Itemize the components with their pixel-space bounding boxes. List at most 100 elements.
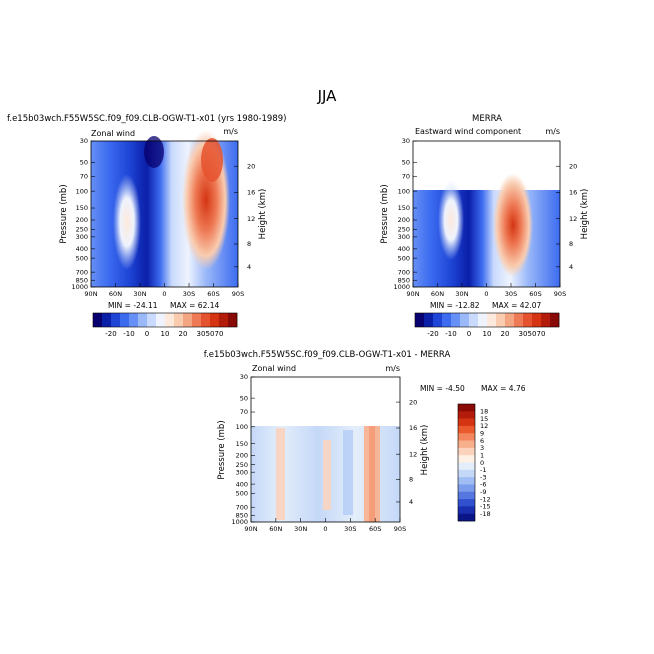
colorbar-swatch bbox=[458, 506, 475, 514]
colorbar-tick-label: -20 bbox=[105, 330, 116, 338]
panel-merra: MERRA Eastward wind component m/s 90N 60N… bbox=[380, 114, 590, 338]
colorbar-tick-label: 70 bbox=[215, 330, 224, 338]
colorbar-frame bbox=[414, 312, 560, 328]
panel-difference-positive-band-4 bbox=[369, 426, 375, 522]
panel-difference-y-label: Pressure (mb) bbox=[217, 420, 227, 479]
colorbar-tick-label: -12 bbox=[480, 495, 491, 503]
y-tick-label: 250 bbox=[236, 461, 248, 469]
y-tick-label: 30 bbox=[402, 137, 410, 145]
colorbar-tick-label: 15 bbox=[480, 415, 488, 423]
colorbar-swatch bbox=[228, 313, 238, 327]
colorbar-swatch bbox=[458, 513, 475, 522]
height-tick-label: 12 bbox=[247, 215, 255, 223]
panel-merra-height-axis: 20 16 12 8 4 bbox=[556, 162, 577, 271]
panel-model-y-label: Pressure (mb) bbox=[59, 184, 69, 243]
colorbar-swatch bbox=[451, 313, 461, 327]
height-tick-label: 20 bbox=[569, 162, 577, 170]
height-tick-label: 4 bbox=[409, 498, 413, 506]
panel-model-equatorial-easterlies bbox=[144, 136, 164, 168]
y-tick-label: 200 bbox=[76, 216, 88, 224]
panel-model-height-axis: 20 16 12 8 4 bbox=[234, 162, 255, 271]
height-tick-label: 8 bbox=[409, 475, 413, 483]
panel-merra-colorbar: -20 -10 0 10 20 30 50 70 bbox=[414, 312, 560, 338]
colorbar-tick-label: 10 bbox=[161, 330, 170, 338]
y-tick-label: 850 bbox=[398, 276, 410, 284]
x-tick-label: 0 bbox=[162, 290, 166, 298]
y-tick-label: 100 bbox=[398, 187, 410, 195]
x-tick-label: 90S bbox=[394, 525, 406, 533]
y-tick-label: 30 bbox=[80, 137, 88, 145]
colorbar-swatch bbox=[523, 313, 533, 327]
panel-merra-max: MAX = 42.07 bbox=[492, 301, 541, 310]
colorbar-swatch bbox=[458, 425, 475, 434]
x-tick-label: 30N bbox=[294, 525, 307, 533]
panel-merra-northern-jet bbox=[438, 180, 464, 260]
x-tick-label: 90N bbox=[84, 290, 97, 298]
height-tick-label: 8 bbox=[247, 240, 251, 248]
colorbar-swatch bbox=[458, 404, 475, 412]
y-tick-label: 250 bbox=[76, 225, 88, 233]
colorbar-swatch bbox=[458, 433, 475, 441]
height-tick-label: 4 bbox=[247, 263, 251, 271]
colorbar-swatch bbox=[183, 313, 193, 327]
panel-merra-plot-area: 90N 60N 30N 0 30S 60S 90S 30 50 70 100 150 20025030… bbox=[393, 137, 577, 298]
height-tick-label: 12 bbox=[569, 215, 577, 223]
colorbar-tick-label: 9 bbox=[480, 430, 484, 438]
y-tick-label: 50 bbox=[240, 394, 248, 402]
y-tick-label: 200 bbox=[398, 216, 410, 224]
colorbar-swatch bbox=[458, 491, 475, 500]
colorbar-swatch bbox=[478, 313, 488, 327]
x-tick-label: 90N bbox=[244, 525, 257, 533]
colorbar-tick-label: 30 bbox=[519, 330, 528, 338]
panel-model-units: m/s bbox=[223, 127, 238, 136]
panel-merra-southern-jet bbox=[493, 173, 533, 277]
height-tick-label: 20 bbox=[247, 162, 255, 170]
height-tick-label: 16 bbox=[247, 189, 255, 197]
y-tick-label: 300 bbox=[398, 233, 410, 241]
colorbar-swatch bbox=[424, 313, 434, 327]
y-tick-label: 70 bbox=[240, 408, 248, 416]
y-tick-label: 300 bbox=[236, 468, 248, 476]
x-tick-label: 30S bbox=[505, 290, 517, 298]
panel-merra-min: MIN = -12.82 bbox=[430, 301, 480, 310]
panel-difference-positive-band-2 bbox=[323, 440, 331, 510]
panel-model-min: MIN = -24.11 bbox=[108, 301, 158, 310]
colorbar-swatch bbox=[458, 499, 475, 507]
y-tick-label: 1000 bbox=[71, 283, 88, 291]
panel-model-title: f.e15b03wch.F55W5SC.f09_f09.CLB-OGW-T1-x… bbox=[7, 114, 286, 124]
colorbar-tick-label: -9 bbox=[480, 488, 486, 496]
y-tick-label: 200 bbox=[236, 452, 248, 460]
x-tick-label: 0 bbox=[323, 525, 327, 533]
colorbar-tick-label: -15 bbox=[480, 503, 491, 511]
colorbar-swatch bbox=[174, 313, 184, 327]
y-tick-label: 700 bbox=[398, 268, 410, 276]
colorbar-swatch bbox=[458, 447, 475, 456]
colorbar-swatch bbox=[458, 411, 475, 419]
colorbar-tick-label: 20 bbox=[179, 330, 188, 338]
colorbar-tick-label: 18 bbox=[480, 408, 488, 416]
colorbar-swatch bbox=[541, 313, 551, 327]
panel-model-plot-area: 90N 60N 30N 0 30S 60S 90S 30 50 70 100 150 20025030… bbox=[71, 130, 255, 298]
colorbar-tick-label: -1 bbox=[480, 466, 486, 474]
y-tick-label: 100 bbox=[236, 423, 248, 431]
panel-merra-y2-label: Height (km) bbox=[580, 189, 590, 240]
panel-model-max: MAX = 62.14 bbox=[170, 301, 219, 310]
colorbar-swatch bbox=[201, 313, 211, 327]
y-tick-label: 400 bbox=[76, 245, 88, 253]
panel-model-northern-jet bbox=[113, 174, 141, 270]
panel-model-colorbar: -20 -10 0 10 20 30 50 70 bbox=[92, 312, 238, 338]
colorbar-tick-label: -18 bbox=[480, 510, 491, 518]
y-tick-label: 50 bbox=[80, 158, 88, 166]
height-tick-label: 12 bbox=[409, 450, 417, 458]
y-tick-label: 70 bbox=[402, 172, 410, 180]
panel-difference-units: m/s bbox=[385, 364, 400, 373]
colorbar-swatch bbox=[442, 313, 452, 327]
colorbar-swatch bbox=[129, 313, 139, 327]
colorbar-swatch bbox=[469, 313, 479, 327]
colorbar-swatch bbox=[458, 455, 475, 463]
y-tick-label: 500 bbox=[398, 254, 410, 262]
colorbar-tick-label: -10 bbox=[445, 330, 456, 338]
colorbar-swatch bbox=[111, 313, 121, 327]
